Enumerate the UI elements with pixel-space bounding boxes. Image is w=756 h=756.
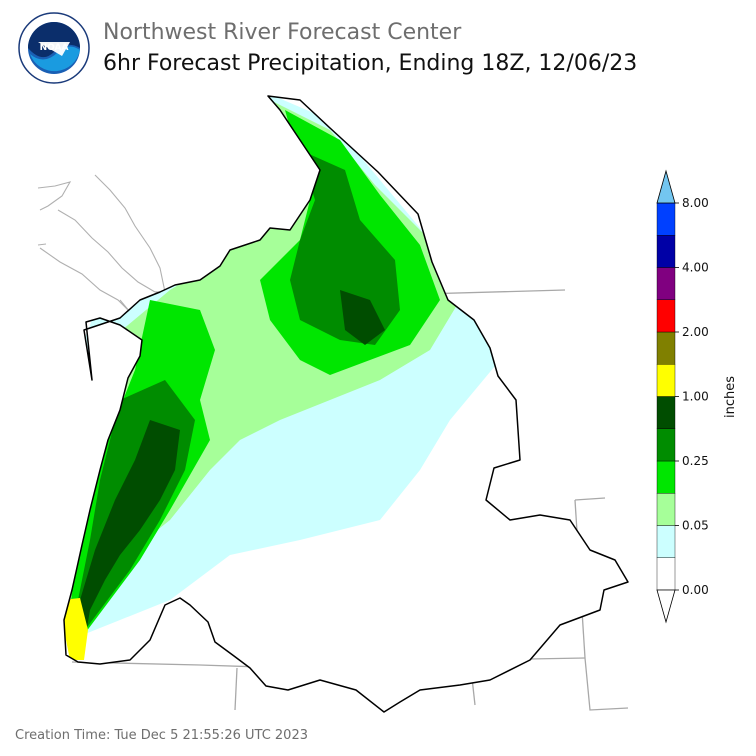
colorbar-tick-label: 0.00 xyxy=(682,583,709,597)
basin-boundary xyxy=(63,95,629,713)
noaa-logo-text: NOAA xyxy=(40,43,69,53)
colorbar-tick-label: 4.00 xyxy=(682,261,709,275)
colorbar-bin xyxy=(656,267,676,300)
colorbar-tick-label: 2.00 xyxy=(682,325,709,339)
colorbar-tick-label: 0.25 xyxy=(682,454,709,468)
colorbar-bin xyxy=(656,396,676,429)
precip-colorbar: 0.00 0.05 0.25 1.00 2.00 4.00 8.00 inches xyxy=(656,169,738,624)
colorbar-tick-label: 8.00 xyxy=(682,196,709,210)
colorbar-bin xyxy=(656,460,676,494)
product-title: 6hr Forecast Precipitation, Ending 18Z, … xyxy=(103,51,638,76)
precipitation-map xyxy=(37,95,629,713)
colorbar-bin xyxy=(656,331,676,365)
colorbar-bin xyxy=(656,364,676,397)
colorbar-bin xyxy=(656,202,676,236)
colorbar-tick-label: 1.00 xyxy=(682,390,709,404)
colorbar-bin xyxy=(656,557,676,591)
colorbar-min-arrow xyxy=(656,589,676,624)
precip-fields xyxy=(64,96,628,712)
colorbar-bins xyxy=(656,202,676,591)
colorbar-bin xyxy=(656,235,676,268)
colorbar-bin xyxy=(656,525,676,558)
noaa-logo: NOAA xyxy=(18,12,90,84)
creation-time: Creation Time: Tue Dec 5 21:55:26 UTC 20… xyxy=(15,728,308,743)
colorbar-max-arrow xyxy=(656,169,676,204)
org-title: Northwest River Forecast Center xyxy=(103,20,462,45)
colorbar-bin xyxy=(656,493,676,526)
colorbar-bin xyxy=(656,428,676,462)
colorbar-bin xyxy=(656,299,676,333)
colorbar-unit-label: inches xyxy=(723,376,738,418)
colorbar-ticks: 0.00 0.05 0.25 1.00 2.00 4.00 8.00 xyxy=(675,196,709,597)
colorbar-tick-label: 0.05 xyxy=(682,519,709,533)
